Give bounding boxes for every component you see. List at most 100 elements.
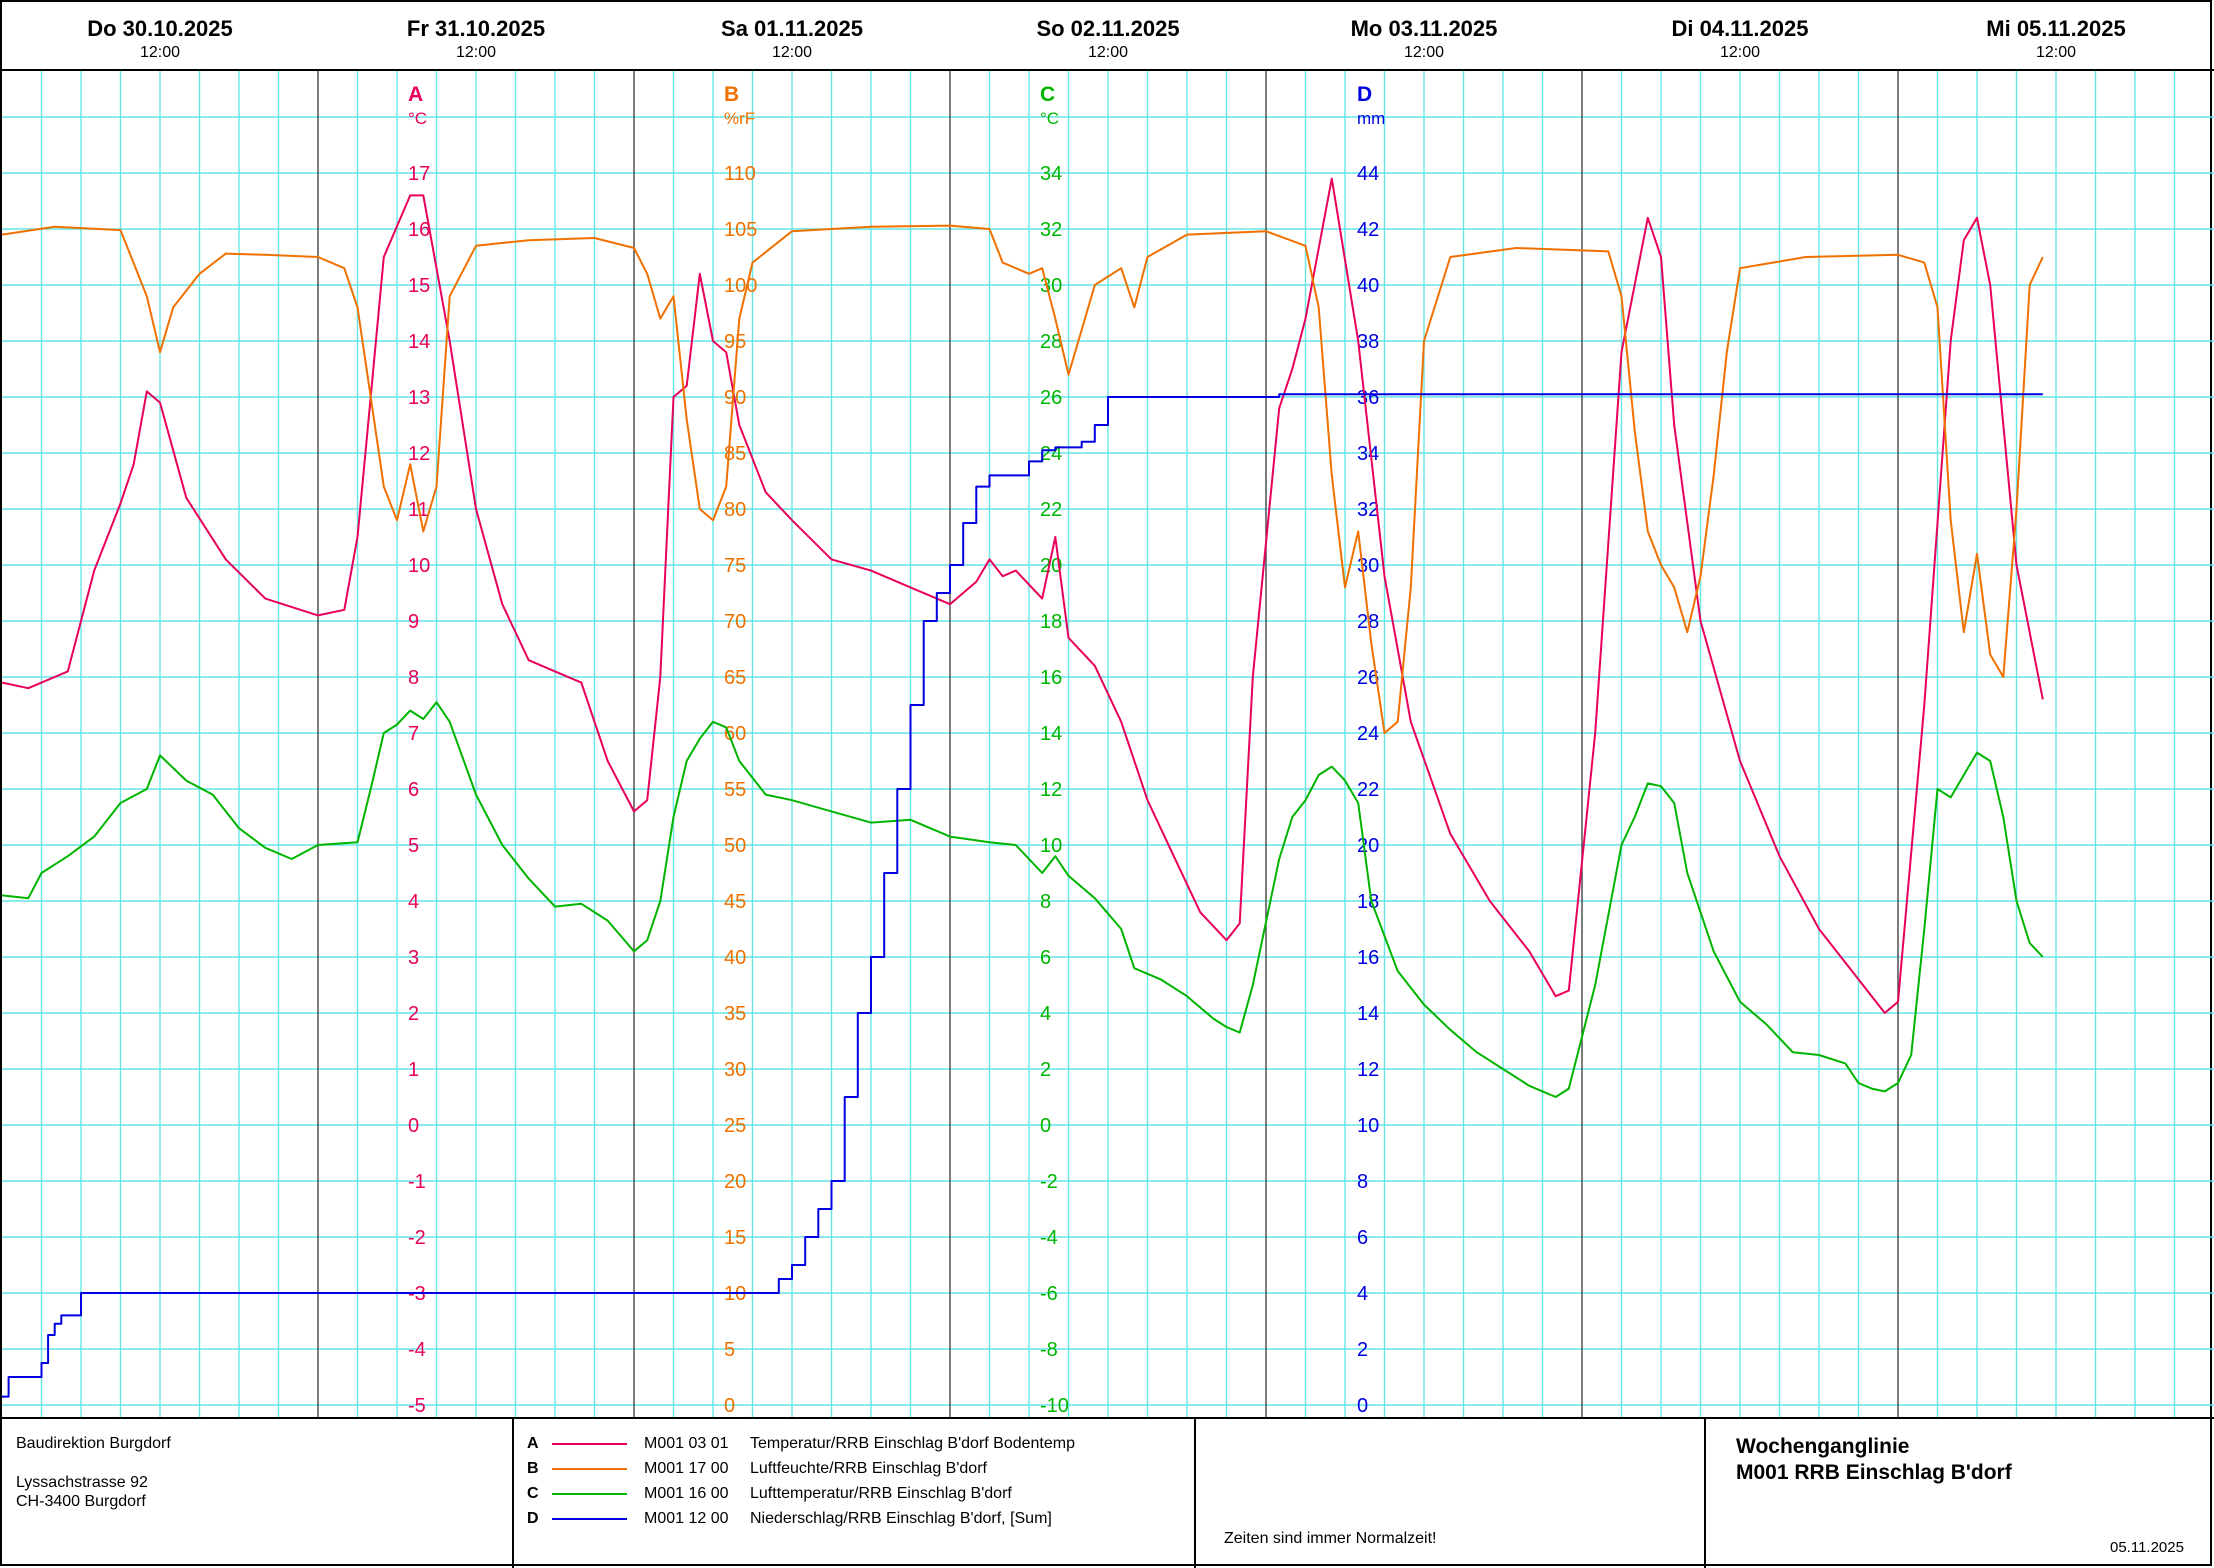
axis-A-tick: -4 (408, 1339, 426, 1361)
day-label: Di 04.11.2025 (1671, 16, 1809, 41)
grid (2, 69, 2214, 1419)
legend-text: Luftfeuchte/RRB Einschlag B'dorf (750, 1460, 987, 1477)
series-line-B (2, 224, 2044, 734)
org-street: Lyssachstrasse 92 (16, 1474, 148, 1491)
axis-D-tick: 30 (1357, 555, 1379, 577)
axis-B-tick: 15 (724, 1227, 746, 1249)
axis-C-tick: 32 (1040, 219, 1062, 241)
axis-D-tick: 42 (1357, 219, 1379, 241)
axis-C-tick: 20 (1040, 555, 1062, 577)
axis-C-tick: 2 (1040, 1059, 1051, 1081)
series-line-D (2, 393, 2043, 1398)
axis-C-tick: 26 (1040, 387, 1062, 409)
day-label: So 02.11.2025 (1036, 16, 1180, 41)
day-noon-label: 12:00 (1087, 44, 1129, 61)
title-box (1704, 1419, 2214, 1568)
axis-A-tick: 17 (408, 163, 430, 185)
print-date: 05.11.2025 (2110, 1539, 2184, 1556)
axis-D-tick: 18 (1357, 891, 1379, 913)
axis-C-tick: -4 (1040, 1227, 1058, 1249)
axis-C-tick: 22 (1040, 499, 1062, 521)
axis-B-tick: 25 (724, 1115, 746, 1137)
axis-C-tick: 28 (1040, 331, 1062, 353)
legend-swatch (552, 1443, 627, 1445)
axis-A-tick: 5 (408, 835, 419, 857)
axis-C-tick: 4 (1040, 1003, 1051, 1025)
axis-B-tick: 95 (724, 331, 746, 353)
axis-C-tick: 0 (1040, 1115, 1051, 1137)
axis-B-tick: 110 (724, 163, 756, 185)
axis-D-tick: 8 (1357, 1171, 1368, 1193)
axis-B-letter: B (724, 83, 739, 106)
axis-A-tick: 10 (408, 555, 430, 577)
axis-C-tick: 16 (1040, 667, 1062, 689)
axis-B-tick: 30 (724, 1059, 746, 1081)
axis-D-tick: 16 (1357, 947, 1379, 969)
axis-A-tick: 0 (408, 1115, 419, 1137)
legend-swatch (552, 1518, 627, 1520)
axis-A-tick: 15 (408, 275, 430, 297)
day-noon-label: 12:00 (139, 44, 181, 61)
axis-A-letter: A (408, 83, 423, 106)
legend-code: M001 17 00 (644, 1460, 729, 1477)
axis-C-tick: 30 (1040, 275, 1062, 297)
legend-text: Temperatur/RRB Einschlag B'dorf Bodentem… (750, 1435, 1075, 1452)
day-noon-label: 12:00 (1719, 44, 1761, 61)
axis-C-tick: 8 (1040, 891, 1051, 913)
axis-B-tick: 45 (724, 891, 746, 913)
chart-title: Wochenganglinie (1736, 1435, 1910, 1458)
day-label: Sa 01.11.2025 (721, 16, 863, 41)
chart-subtitle: M001 RRB Einschlag B'dorf (1736, 1461, 2012, 1484)
axis-D-tick: 36 (1357, 387, 1379, 409)
axis-D-tick: 32 (1357, 499, 1379, 521)
legend-code: M001 16 00 (644, 1485, 729, 1502)
axis-A-tick: 13 (408, 387, 430, 409)
legend-letter: C (527, 1485, 539, 1502)
axis-B-tick: 50 (724, 835, 746, 857)
day-label: Do 30.10.2025 (87, 16, 233, 41)
axis-B-tick: 75 (724, 555, 746, 577)
axis-C-tick: 24 (1040, 443, 1062, 465)
axis-B-tick: 100 (724, 275, 757, 297)
axis-A-tick: 7 (408, 723, 419, 745)
day-label: Mo 03.11.2025 (1350, 16, 1498, 41)
axis-D-tick: 40 (1357, 275, 1379, 297)
axis-A-tick: 16 (408, 219, 430, 241)
axis-D-tick: 10 (1357, 1115, 1379, 1137)
day-noon-label: 12:00 (771, 44, 813, 61)
axis-A-tick: -2 (408, 1227, 426, 1249)
axis-D-tick: 44 (1357, 163, 1379, 185)
day-label: Fr 31.10.2025 (406, 16, 546, 41)
legend-letter: D (527, 1510, 539, 1527)
axis-D-tick: 0 (1357, 1395, 1368, 1417)
axis-B-tick: 60 (724, 723, 746, 745)
legend-code: M001 03 01 (644, 1435, 729, 1452)
legend-text: Niederschlag/RRB Einschlag B'dorf, [Sum] (750, 1510, 1052, 1527)
axis-B-tick: 65 (724, 667, 746, 689)
axis-A-tick: -5 (408, 1395, 426, 1417)
legend-code: M001 12 00 (644, 1510, 729, 1527)
axis-C-tick: -6 (1040, 1283, 1058, 1305)
axis-A-tick: 9 (408, 611, 419, 633)
org-name: Baudirektion Burgdorf (16, 1435, 171, 1452)
legend-text: Lufttemperatur/RRB Einschlag B'dorf (750, 1485, 1012, 1502)
axis-A-tick: 1 (408, 1059, 419, 1081)
axis-A-tick: 3 (408, 947, 419, 969)
axis-D-tick: 34 (1357, 443, 1379, 465)
axis-A-tick: -1 (408, 1171, 426, 1193)
axis-C-tick: 14 (1040, 723, 1062, 745)
axis-C-tick: -2 (1040, 1171, 1058, 1193)
time-note: Zeiten sind immer Normalzeit! (1224, 1530, 1437, 1547)
legend-swatch (552, 1468, 627, 1470)
axis-C-tick: 6 (1040, 947, 1051, 969)
axis-B-tick: 20 (724, 1171, 746, 1193)
axis-A-tick: 8 (408, 667, 419, 689)
axis-B-tick: 40 (724, 947, 746, 969)
axis-A-tick: 6 (408, 779, 419, 801)
axis-B-tick: 105 (724, 219, 757, 241)
axis-A-unit: °C (408, 109, 427, 128)
axis-A-tick: 12 (408, 443, 430, 465)
axis-D-unit: mm (1357, 109, 1385, 128)
